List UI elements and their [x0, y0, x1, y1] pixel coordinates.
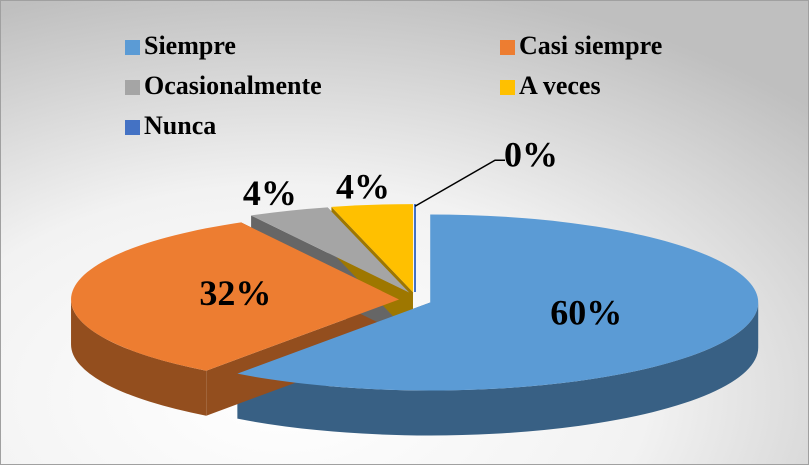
- legend-swatch: [125, 40, 140, 55]
- data-label: 60%: [550, 292, 622, 332]
- legend-label: Ocasionalmente: [144, 71, 322, 100]
- slice-outer-side: [237, 302, 759, 436]
- data-label: 0%: [504, 135, 558, 175]
- slice: [251, 207, 410, 293]
- leader-line: [414, 159, 505, 207]
- slice: [71, 222, 400, 371]
- legend-label: Nunca: [144, 111, 216, 140]
- legend-swatch: [500, 40, 515, 55]
- slice-outer-side: [71, 299, 207, 416]
- legend-swatch: [125, 120, 140, 135]
- legend-swatch: [125, 80, 140, 95]
- legend-label: A veces: [519, 71, 601, 100]
- legend: Siempre Casi siempre Ocasionalmente A veces…: [125, 31, 662, 140]
- slice-tops: [71, 204, 759, 391]
- slice: [331, 204, 413, 293]
- data-label: 4%: [243, 173, 297, 213]
- data-label: 4%: [336, 167, 390, 207]
- legend-label: Casi siempre: [519, 31, 662, 60]
- slice: [237, 214, 759, 391]
- data-label: 32%: [199, 273, 271, 313]
- legend-swatch: [500, 80, 515, 95]
- legend-label: Siempre: [144, 31, 236, 60]
- data-labels: 60% 32% 4% 4% 0%: [199, 135, 622, 333]
